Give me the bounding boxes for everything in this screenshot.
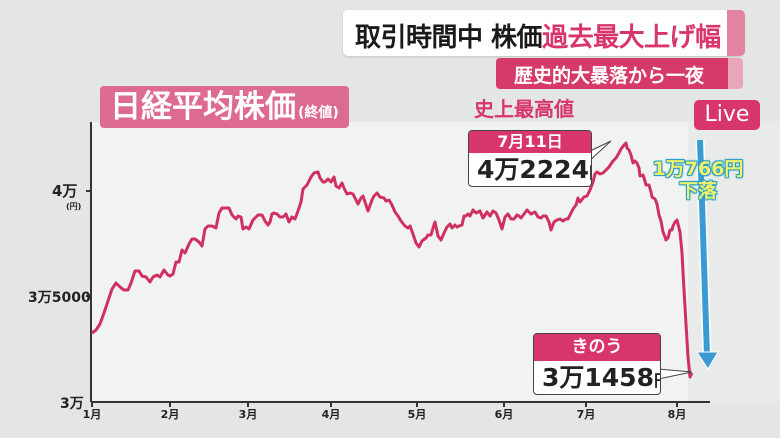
drop-arrow-icon [695,139,719,370]
y-tick-30000: 3万 [60,396,84,412]
yesterday-callout-pointer [657,368,693,380]
yesterday-value: 3万1458 [542,363,654,392]
record-value-unit: 円 [589,163,591,182]
drop-amount-label: 1万766円 下落 [648,158,748,202]
chart-title-badge: 日経平均株価 (終値) [100,86,349,128]
x-tick-apr: 4月 [321,408,341,421]
x-tick-may: 5月 [407,408,427,421]
x-tick-jun: 6月 [494,408,514,421]
headline-text-pink: 過去最大上げ幅 [542,23,721,53]
record-date: 7月11日 [469,131,591,153]
yesterday-label: きのう [534,334,660,361]
drop-word: 下落 [678,180,717,202]
record-high-callout: 7月11日 4万2224円 [468,130,592,187]
x-tick-aug: 8月 [667,408,687,421]
chart-title: 日経平均株価 [110,89,296,125]
subheadline-text: 歴史的大暴落から一夜 [514,65,705,87]
yesterday-value-unit: 円 [654,371,660,390]
record-value: 4万2224 [477,155,589,184]
x-tick-jan: 1月 [82,408,102,421]
headline-text-black: 取引時間中 株価 [355,23,543,53]
live-badge: Live [694,100,760,130]
x-tick-mar: 3月 [238,408,258,421]
yesterday-callout: きのう 3万1458円 [533,333,661,395]
price-line [91,141,694,379]
y-tick-35000: 3万5000 [28,290,91,306]
drop-amount: 1万766円 [652,158,744,180]
headline-banner: 取引時間中 株価過去最大上げ幅 [343,10,745,58]
subheadline-banner: 歴史的大暴落から一夜 [496,58,741,89]
subheadline-tab [728,58,743,89]
x-tick-jul: 7月 [576,408,596,421]
x-tick-feb: 2月 [160,408,180,421]
y-tick-40000: 4万 [52,182,78,200]
record-callout-pointer [587,140,612,163]
record-high-label: 史上最高値 [474,97,574,121]
chart-subtitle: (終値) [298,105,339,121]
y-axis-unit: (円) [66,202,82,211]
